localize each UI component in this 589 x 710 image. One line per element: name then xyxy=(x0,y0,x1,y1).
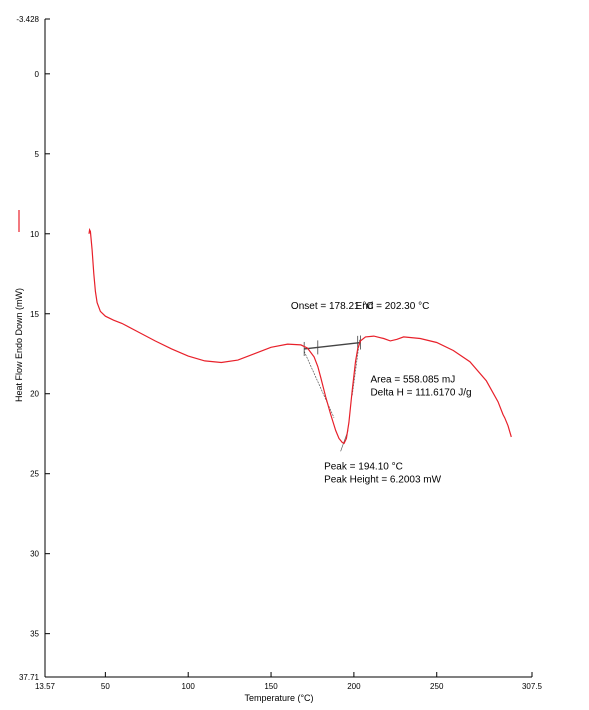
y-tick-label: 10 xyxy=(30,230,39,239)
y-tick-label: 5 xyxy=(35,150,40,159)
end-tangent-line xyxy=(351,339,361,396)
y-tick-label: 0 xyxy=(35,70,40,79)
annotation-label: Peak = 194.10 °C xyxy=(324,462,403,473)
x-tick-label: 50 xyxy=(101,682,110,691)
x-tick-label: 13.57 xyxy=(35,682,56,691)
y-tick-label: 37.71 xyxy=(19,673,40,682)
x-tick-label: 200 xyxy=(347,682,361,691)
y-tick-label: 15 xyxy=(30,310,39,319)
y-tick-label: 25 xyxy=(30,470,39,479)
x-tick-label: 250 xyxy=(430,682,444,691)
y-tick-label: 35 xyxy=(30,630,39,639)
x-tick-label: 150 xyxy=(264,682,278,691)
axes xyxy=(44,19,532,678)
baseline-line xyxy=(304,341,361,350)
annotation-label: Area = 558.085 mJ xyxy=(370,375,455,386)
series-layer xyxy=(88,227,512,445)
annotation-label: End = 202.30 °C xyxy=(356,301,430,312)
annotation-label: Peak Height = 6.2003 mW xyxy=(324,475,442,486)
y-tick-label: 20 xyxy=(30,390,39,399)
annotation-label: Delta H = 111.6170 J/g xyxy=(370,387,471,398)
y-tick-label: 30 xyxy=(30,550,39,559)
x-tick-label: 100 xyxy=(182,682,196,691)
y-tick-label: -3.428 xyxy=(16,15,39,24)
onset-tangent-line xyxy=(303,351,335,418)
y-axis-title: Heat Flow Endo Down (mW) xyxy=(14,288,24,402)
annotation-label: Onset = 178.21 °C xyxy=(291,301,374,312)
x-tick-label: 307.5 xyxy=(522,682,543,691)
x-axis-title: Temperature (°C) xyxy=(244,693,313,703)
heat-flow-curve xyxy=(88,227,512,445)
